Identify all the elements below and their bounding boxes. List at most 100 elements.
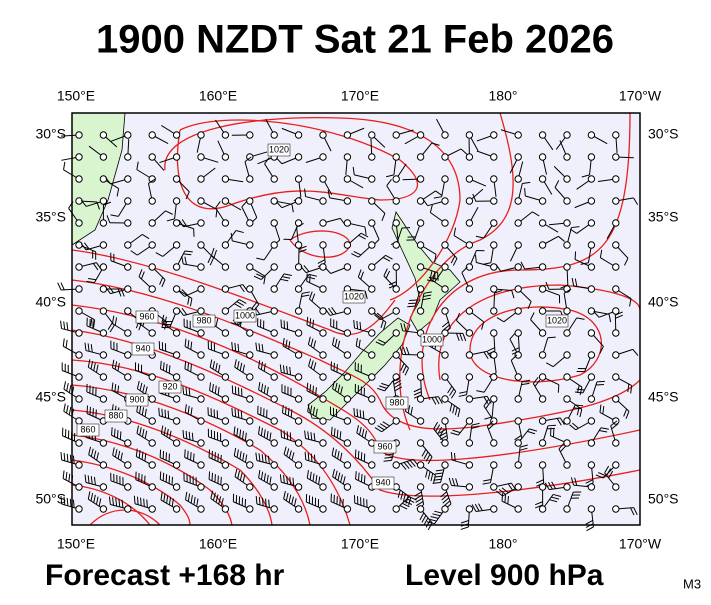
station (76, 352, 82, 358)
station (588, 396, 594, 402)
right-tick-label: 50°S (648, 491, 679, 507)
station (295, 286, 301, 292)
barb-feather (363, 411, 364, 419)
station (149, 242, 155, 248)
station (515, 154, 521, 160)
station (564, 506, 570, 512)
station (247, 286, 253, 292)
station (271, 352, 277, 358)
station (344, 198, 350, 204)
bottom-tick-label: 160°E (199, 536, 237, 552)
station (76, 132, 82, 138)
barb-feather (58, 283, 61, 290)
level-label: Level 900 hPa (405, 559, 604, 592)
station (149, 374, 155, 380)
station (417, 242, 423, 248)
contour-label: 1000 (235, 310, 255, 320)
station (149, 462, 155, 468)
station (149, 198, 155, 204)
station (515, 484, 521, 490)
station (295, 396, 301, 402)
station (320, 374, 326, 380)
station (344, 242, 350, 248)
barb-feather (134, 496, 135, 504)
station (125, 264, 131, 270)
station (149, 484, 155, 490)
bottom-tick-label: 180° (489, 536, 518, 552)
station (588, 462, 594, 468)
station (247, 352, 253, 358)
barb-feather (147, 500, 148, 508)
station (369, 154, 375, 160)
station (247, 132, 253, 138)
station (222, 330, 228, 336)
barb-feather (408, 303, 416, 304)
station (247, 242, 253, 248)
station (515, 462, 521, 468)
station (442, 462, 448, 468)
station (417, 264, 423, 270)
station (613, 440, 619, 446)
barb-feather (525, 188, 526, 196)
contour-label: 880 (108, 410, 123, 420)
station (466, 330, 472, 336)
station (271, 440, 277, 446)
station (417, 132, 423, 138)
station (564, 308, 570, 314)
barb-feather (461, 527, 469, 529)
station (466, 506, 472, 512)
station (442, 352, 448, 358)
station (491, 308, 497, 314)
barb-feather (67, 498, 68, 506)
station (271, 220, 277, 226)
station (173, 396, 179, 402)
station (100, 286, 106, 292)
station (295, 330, 301, 336)
station (588, 264, 594, 270)
station (125, 242, 131, 248)
station (613, 506, 619, 512)
station (198, 154, 204, 160)
barb-feather (159, 408, 160, 416)
station (222, 484, 228, 490)
barb-feather (354, 408, 355, 416)
barb-feather (67, 322, 68, 330)
barb-feather (64, 162, 65, 170)
station (173, 374, 179, 380)
station (198, 286, 204, 292)
barb-feather (61, 452, 62, 460)
station (295, 308, 301, 314)
bottom-tick-label: 150°E (57, 536, 95, 552)
station (442, 418, 448, 424)
station (442, 154, 448, 160)
station (149, 396, 155, 402)
barb-feather (193, 454, 194, 462)
station (369, 396, 375, 402)
station (417, 154, 423, 160)
station (393, 286, 399, 292)
station (417, 396, 423, 402)
barb-feather (73, 456, 74, 464)
station (369, 220, 375, 226)
station (588, 154, 594, 160)
station (393, 132, 399, 138)
station (539, 374, 545, 380)
station (100, 198, 106, 204)
station (125, 176, 131, 182)
station (222, 220, 228, 226)
station (491, 396, 497, 402)
barb-feather (235, 409, 236, 417)
station (271, 374, 277, 380)
station (100, 484, 106, 490)
station (417, 440, 423, 446)
station (539, 198, 545, 204)
station (466, 462, 472, 468)
station (564, 154, 570, 160)
station (442, 242, 448, 248)
barb-feather (63, 471, 64, 479)
station (320, 286, 326, 292)
station (564, 418, 570, 424)
right-tick-label: 35°S (648, 209, 679, 225)
station (588, 132, 594, 138)
barb-feather (168, 411, 169, 419)
